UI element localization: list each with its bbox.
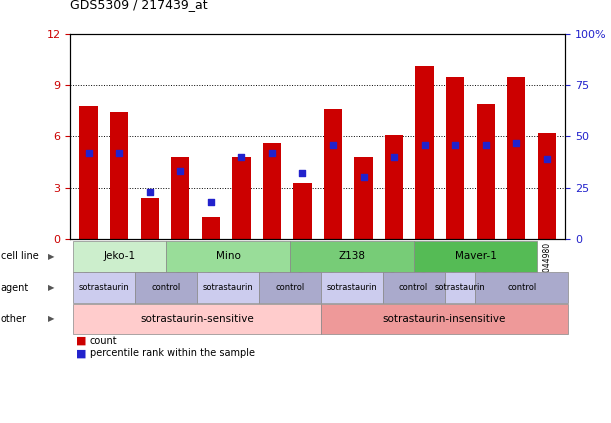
- Text: agent: agent: [1, 283, 29, 293]
- Text: control: control: [152, 283, 181, 292]
- Text: other: other: [1, 314, 27, 324]
- Text: cell line: cell line: [1, 251, 38, 261]
- Text: Z138: Z138: [338, 251, 365, 261]
- Text: Maver-1: Maver-1: [455, 251, 496, 261]
- Bar: [263, 143, 281, 239]
- Text: ■: ■: [76, 335, 87, 346]
- Bar: [202, 217, 220, 239]
- Text: sotrastaurin: sotrastaurin: [203, 283, 254, 292]
- Point: [236, 154, 246, 160]
- Point: [114, 149, 124, 156]
- Point: [84, 149, 93, 156]
- Bar: [171, 157, 189, 239]
- Point: [450, 141, 460, 148]
- Text: ■: ■: [76, 348, 87, 358]
- Bar: [324, 109, 342, 239]
- Point: [389, 154, 399, 160]
- Bar: [232, 157, 251, 239]
- Text: sotrastaurin-sensitive: sotrastaurin-sensitive: [140, 314, 254, 324]
- Point: [542, 156, 552, 162]
- Text: control: control: [276, 283, 304, 292]
- Text: control: control: [399, 283, 428, 292]
- Text: GDS5309 / 217439_at: GDS5309 / 217439_at: [70, 0, 208, 11]
- Bar: [446, 77, 464, 239]
- Text: sotrastaurin: sotrastaurin: [434, 283, 485, 292]
- Text: control: control: [507, 283, 536, 292]
- Bar: [79, 106, 98, 239]
- Point: [267, 149, 277, 156]
- Bar: [141, 198, 159, 239]
- Text: sotrastaurin: sotrastaurin: [326, 283, 377, 292]
- Bar: [507, 77, 525, 239]
- Bar: [415, 66, 434, 239]
- Point: [206, 199, 216, 206]
- Point: [511, 139, 521, 146]
- Text: count: count: [90, 335, 117, 346]
- Text: percentile rank within the sample: percentile rank within the sample: [90, 348, 255, 358]
- Text: Jeko-1: Jeko-1: [104, 251, 136, 261]
- Bar: [110, 113, 128, 239]
- Bar: [293, 183, 312, 239]
- Point: [420, 141, 430, 148]
- Bar: [385, 135, 403, 239]
- Text: sotrastaurin: sotrastaurin: [79, 283, 130, 292]
- Text: ▶: ▶: [48, 283, 54, 292]
- Text: ▶: ▶: [48, 314, 54, 324]
- Text: sotrastaurin-insensitive: sotrastaurin-insensitive: [383, 314, 507, 324]
- Point: [175, 168, 185, 175]
- Point: [298, 170, 307, 177]
- Bar: [354, 157, 373, 239]
- Text: ▶: ▶: [48, 252, 54, 261]
- Bar: [538, 133, 556, 239]
- Text: Mino: Mino: [216, 251, 241, 261]
- Point: [328, 141, 338, 148]
- Point: [359, 174, 368, 181]
- Bar: [477, 104, 495, 239]
- Point: [145, 188, 155, 195]
- Point: [481, 141, 491, 148]
